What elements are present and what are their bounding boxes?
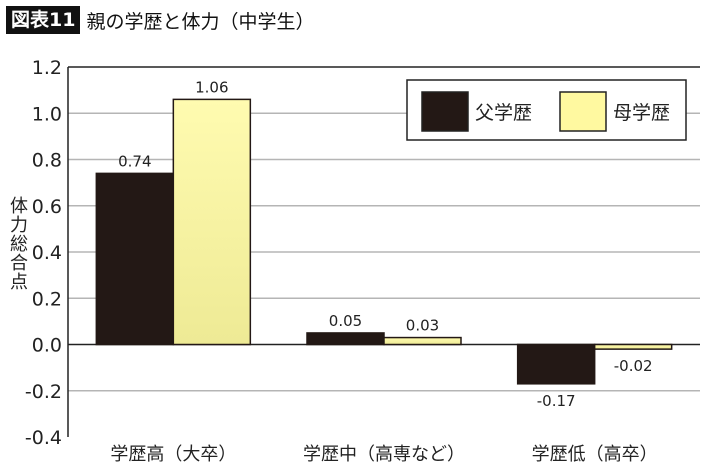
y-tick-label: -0.4 — [25, 427, 62, 449]
chart-header: 図表11 親の学歴と体力（中学生） — [6, 6, 314, 34]
legend-swatch-father — [421, 91, 469, 132]
x-tick-label: 学歴高（大卒） — [110, 444, 236, 465]
y-tick-label: 0.2 — [32, 288, 62, 310]
y-tick-label: 0.8 — [32, 150, 62, 172]
y-tick-label: 0.6 — [32, 196, 62, 218]
y-tick-label: 1.2 — [32, 57, 62, 79]
legend-swatch-mother — [559, 91, 607, 132]
bar-father — [95, 172, 175, 346]
bar-father — [516, 343, 596, 385]
data-label: 0.05 — [329, 312, 362, 330]
y-tick-label: 1.0 — [32, 103, 62, 125]
x-axis-labels: 学歴高（大卒） 学歴中（高専など） 学歴低（高卒） — [110, 444, 657, 465]
bar-mother — [383, 336, 462, 346]
bar-mother — [593, 343, 673, 350]
legend-label: 父学歴 — [475, 102, 532, 124]
y-tick-label: 0.4 — [32, 242, 62, 264]
x-tick-label: 学歴中（高専など） — [303, 444, 465, 465]
y-axis-label: 体力総合点 — [7, 196, 28, 291]
legend: 父学歴 母学歴 — [406, 79, 687, 141]
chart-title: 親の学歴と体力（中学生） — [86, 10, 315, 33]
bar-mother — [172, 98, 252, 346]
x-tick-label: 学歴低（高卒） — [532, 444, 658, 465]
y-tick-label: 0.0 — [32, 335, 62, 357]
y-axis-ticks: -0.4 -0.2 0.0 0.2 0.4 0.6 0.8 1.0 1.2 — [25, 57, 62, 449]
data-label: 1.06 — [195, 78, 228, 96]
figure-number-badge: 図表11 — [6, 6, 81, 34]
data-label: -0.17 — [537, 392, 576, 410]
bars: 0.74 1.06 0.05 0.03 -0.17 -0.02 — [95, 78, 673, 410]
data-label: -0.02 — [614, 357, 653, 375]
data-label: 0.74 — [118, 152, 151, 170]
bar-father — [306, 332, 385, 346]
y-tick-label: -0.2 — [25, 381, 62, 403]
legend-label: 母学歴 — [613, 102, 670, 124]
data-label: 0.03 — [406, 317, 439, 335]
